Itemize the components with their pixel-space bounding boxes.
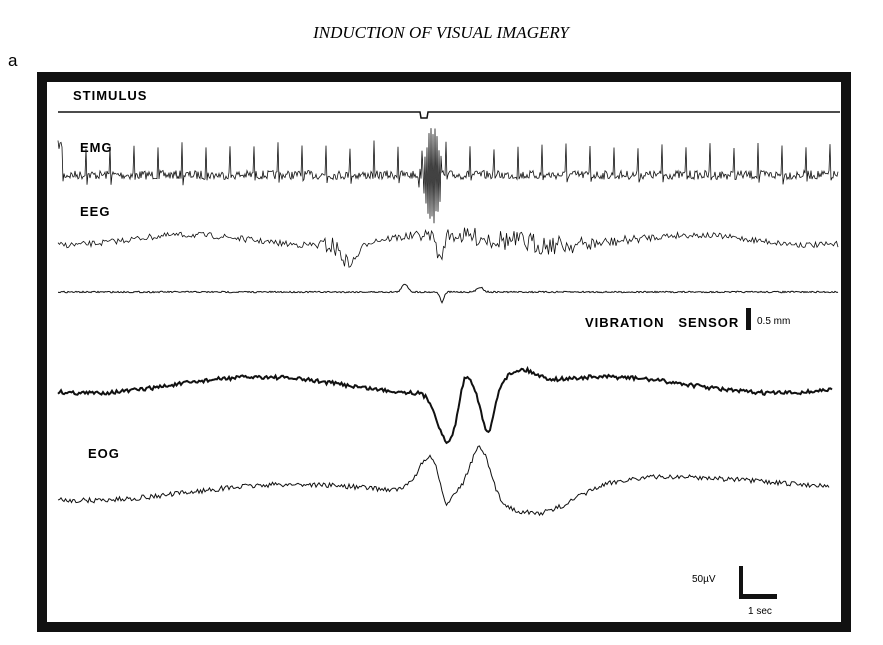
amplitude-scale-bar <box>739 566 743 596</box>
vibration-trace <box>57 283 839 304</box>
eog-lower-trace <box>57 445 830 517</box>
vibration-scale-label: 0.5 mm <box>757 316 790 327</box>
vibration-label: VIBRATION SENSOR <box>585 315 739 330</box>
page-title: INDUCTION OF VISUAL IMAGERY <box>312 23 570 42</box>
amplitude-scale-label: 50µV <box>692 574 716 585</box>
stimulus-trace <box>58 111 840 119</box>
traces <box>57 111 840 517</box>
time-scale-bar <box>739 594 777 599</box>
eeg-trace <box>57 227 839 268</box>
emg-trace <box>57 128 839 224</box>
eeg-label: EEG <box>80 204 110 219</box>
eog-label: EOG <box>88 446 120 461</box>
emg-label: EMG <box>80 140 113 155</box>
figure-frame <box>37 72 851 632</box>
eog-upper-trace <box>57 365 833 445</box>
vibration-scale-bar <box>746 308 751 330</box>
time-scale-label: 1 sec <box>748 606 772 617</box>
stimulus-label: STIMULUS <box>73 88 147 103</box>
panel-label: a <box>8 51 18 70</box>
